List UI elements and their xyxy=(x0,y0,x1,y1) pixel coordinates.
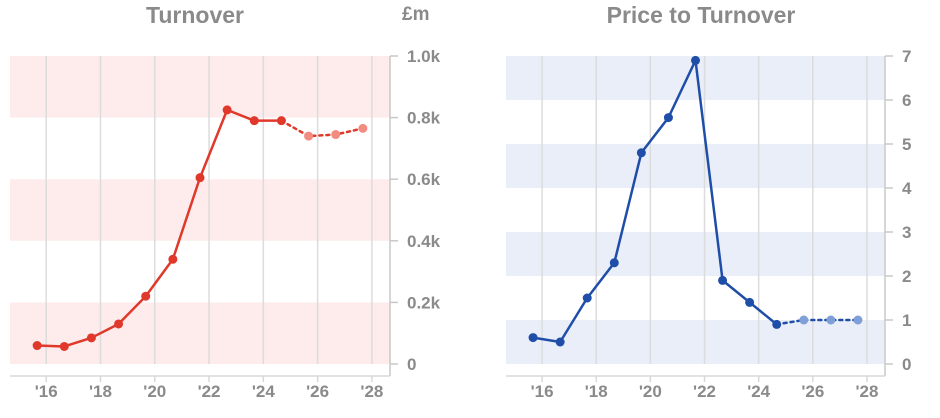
turnover-background-band xyxy=(10,302,390,364)
turnover-y-tick-label: 0.6k xyxy=(407,170,441,189)
price-to-turnover-line-chart: '16 '18 '20 '22 '24 '26 '28 0 1 2 3 4 5 6 7 xyxy=(506,47,912,401)
turnover-forecast-point xyxy=(358,123,368,133)
turnover-data-point xyxy=(168,254,178,264)
price-to-turnover-forecast-point xyxy=(826,315,836,325)
turnover-y-tick-label: 0.4k xyxy=(407,232,441,251)
price-to-turnover-data-point xyxy=(555,337,565,347)
price-to-turnover-actual-line xyxy=(532,59,778,344)
price-to-turnover-data-point xyxy=(772,319,782,329)
price-to-turnover-forecast-point xyxy=(799,315,809,325)
turnover-x-tick-label: '18 xyxy=(89,382,112,401)
turnover-data-point xyxy=(195,173,205,183)
price-to-turnover-x-tick-label: '28 xyxy=(855,382,878,401)
turnover-y-tick-label: 0 xyxy=(407,355,416,374)
price-to-turnover-x-tick-label: '16 xyxy=(531,382,554,401)
turnover-x-tick-label: '16 xyxy=(35,382,58,401)
price-to-turnover-chart-panel: Price to Turnover '16 '18 '20 '22 '24 '26 '28 0… xyxy=(470,0,940,418)
price-to-turnover-chart-title: Price to Turnover xyxy=(606,2,796,28)
turnover-data-point xyxy=(86,333,96,343)
turnover-data-point xyxy=(59,341,69,351)
price-to-turnover-y-tick-label: 5 xyxy=(902,135,911,154)
price-to-turnover-x-tick-label: '20 xyxy=(639,382,662,401)
turnover-y-tick-label: 1.0k xyxy=(407,47,441,66)
price-to-turnover-background-band xyxy=(506,144,885,188)
price-to-turnover-y-tick-label: 7 xyxy=(902,47,911,66)
price-to-turnover-y-tick-label: 1 xyxy=(902,311,911,330)
turnover-y-tick-label: 0.8k xyxy=(407,109,441,128)
price-to-turnover-data-point xyxy=(718,275,728,285)
price-to-turnover-x-tick-label: '22 xyxy=(693,382,716,401)
turnover-chart-title: Turnover xyxy=(146,2,244,28)
turnover-x-tick-label: '20 xyxy=(143,382,166,401)
turnover-unit-label: £m xyxy=(402,4,430,25)
turnover-x-tick-label: '24 xyxy=(252,382,275,401)
turnover-data-point xyxy=(249,116,259,126)
turnover-x-tick-label: '28 xyxy=(360,382,383,401)
price-to-turnover-y-tick-label: 6 xyxy=(902,91,911,110)
price-to-turnover-data-point xyxy=(691,55,700,65)
price-to-turnover-data-point xyxy=(663,113,673,123)
price-to-turnover-y-tick-label: 3 xyxy=(902,223,911,242)
price-to-turnover-y-tick-label: 2 xyxy=(902,267,911,286)
turnover-forecast-line xyxy=(280,119,365,138)
price-to-turnover-x-tick-label: '24 xyxy=(747,382,770,401)
price-to-turnover-data-point xyxy=(528,333,538,343)
price-to-turnover-x-tick-label: '26 xyxy=(801,382,824,401)
price-to-turnover-y-tick-label: 0 xyxy=(902,355,911,374)
price-to-turnover-data-point xyxy=(609,258,619,268)
turnover-data-point xyxy=(222,105,232,115)
turnover-background-band xyxy=(10,56,390,118)
turnover-x-tick-label: '26 xyxy=(306,382,329,401)
turnover-data-point xyxy=(141,291,151,301)
turnover-forecast-point xyxy=(331,130,341,140)
turnover-actual-line xyxy=(37,108,282,348)
price-to-turnover-x-tick-label: '18 xyxy=(585,382,608,401)
price-to-turnover-forecast-line xyxy=(775,318,860,326)
price-to-turnover-forecast-point xyxy=(853,315,863,325)
turnover-line-chart: '16 '18 '20 '22 '24 '26 '28 0 0.2k 0.4k 0.6k 0.8k 1.… xyxy=(10,47,441,401)
turnover-data-point xyxy=(114,319,124,329)
turnover-data-point xyxy=(32,341,42,351)
price-to-turnover-data-point xyxy=(745,297,755,307)
price-to-turnover-background-band xyxy=(506,232,885,276)
price-to-turnover-data-point xyxy=(636,148,646,158)
turnover-forecast-point xyxy=(304,131,314,141)
turnover-x-tick-label: '22 xyxy=(198,382,221,401)
price-to-turnover-data-point xyxy=(582,293,592,303)
price-to-turnover-y-tick-label: 4 xyxy=(902,179,912,198)
turnover-chart-panel: Turnover £m '16 '18 '20 '22 '24 '26 '28 0 0.2k 0.… xyxy=(10,2,441,401)
turnover-background-band xyxy=(10,179,390,241)
turnover-y-tick-label: 0.2k xyxy=(407,293,441,312)
turnover-data-point xyxy=(276,116,286,126)
